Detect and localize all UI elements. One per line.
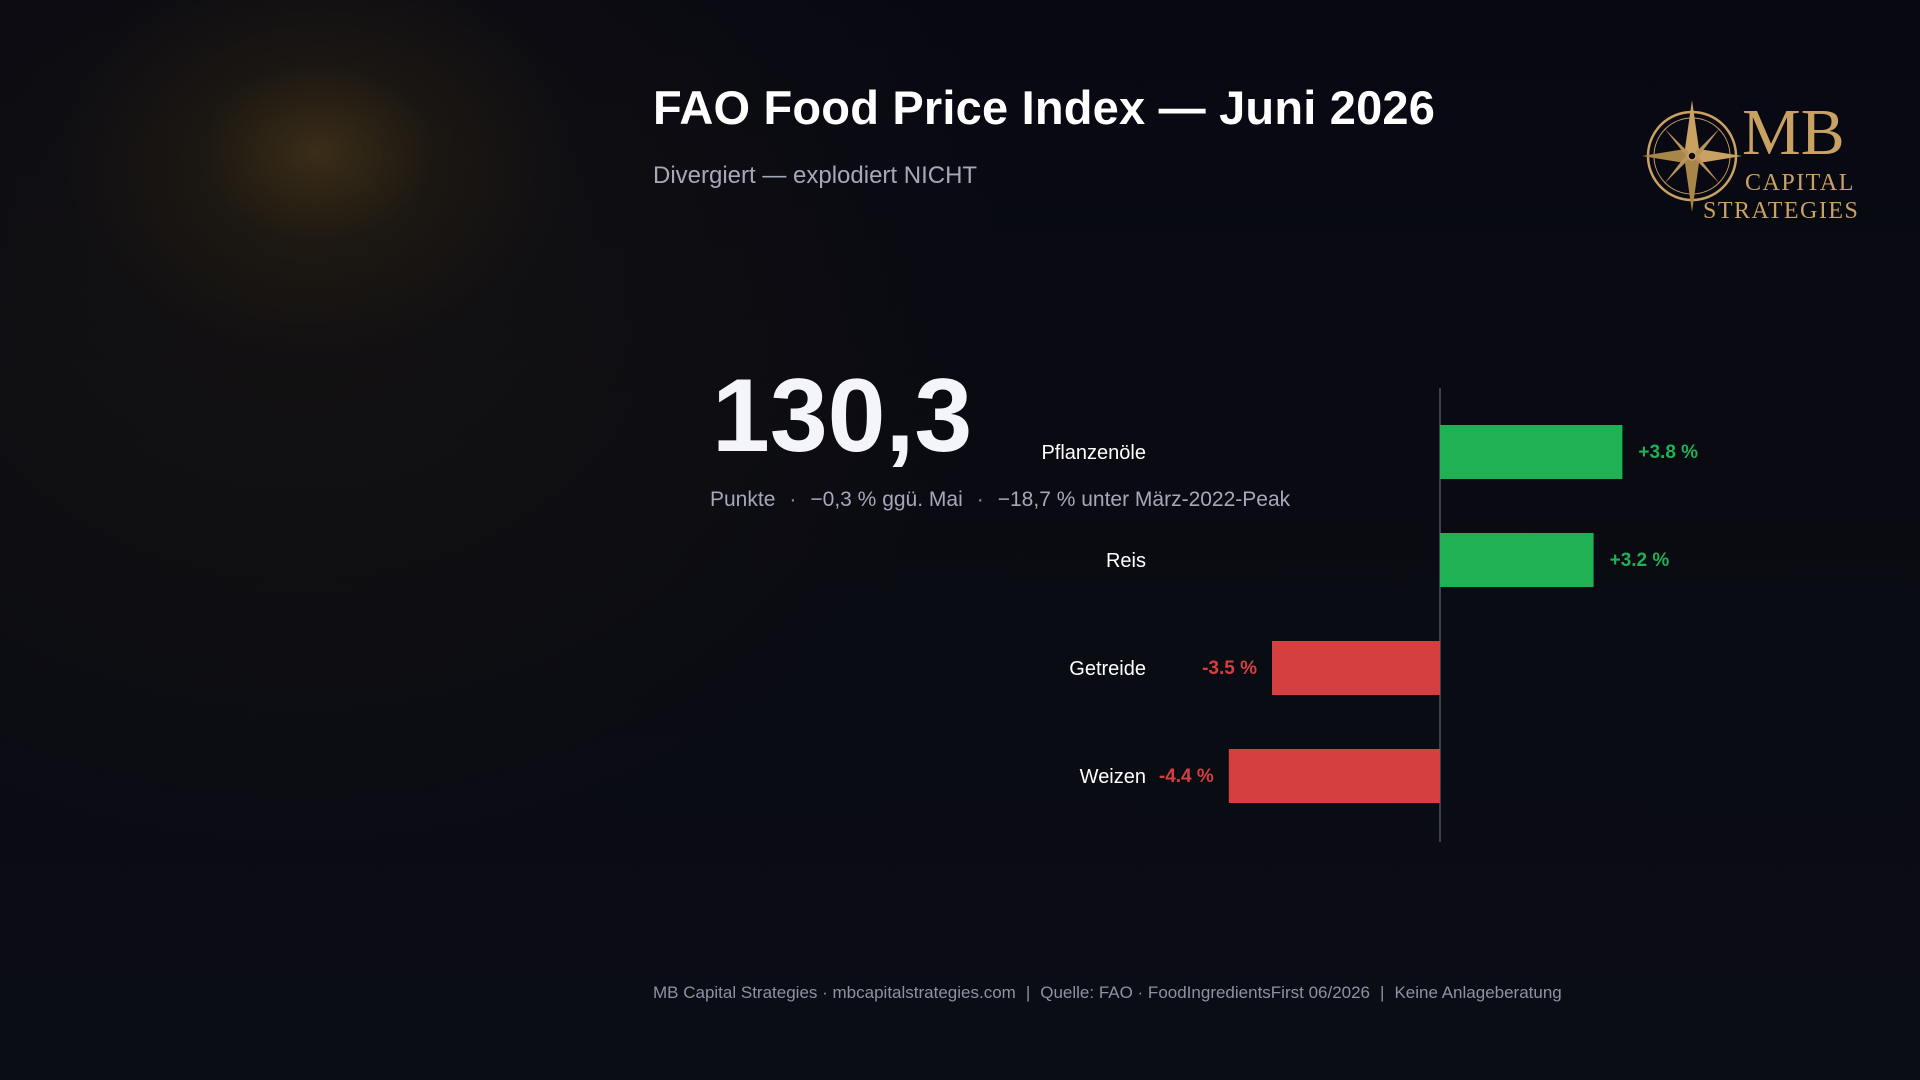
stats-separator: ·: [789, 488, 797, 511]
index-vs-peak: −18,7 % unter März-2022-Peak: [997, 488, 1291, 511]
page-subtitle: Divergiert — explodiert NICHT: [653, 162, 978, 189]
index-value: 130,3: [712, 358, 973, 474]
bar-2: [1272, 641, 1440, 695]
value-label: +3.8 %: [1638, 442, 1698, 463]
category-label: Getreide: [1069, 658, 1146, 680]
category-label: Pflanzenöle: [1041, 442, 1146, 464]
category-change-chart: Pflanzenöle +3.8 % Reis +3.2 % Getreide -3.5 …: [1041, 388, 1698, 842]
logo-capital: CAPITAL: [1745, 170, 1855, 196]
compass-rose-icon: [1642, 100, 1742, 212]
index-change-mom: −0,3 % ggü. Mai: [810, 488, 963, 511]
value-label: -4.4 %: [1159, 766, 1214, 787]
footer-disclaimer: Keine Anlageberatung: [1394, 983, 1562, 1002]
value-label: +3.2 %: [1610, 550, 1670, 571]
index-stats: Punkte · −0,3 % ggü. Mai · −18,7 % unter Mär…: [710, 488, 1290, 512]
index-unit: Punkte: [710, 488, 776, 511]
footer-source: Quelle: FAO · FoodIngredientsFirst 06/20…: [1040, 983, 1371, 1002]
page-title: FAO Food Price Index — Juni 2026: [653, 81, 1436, 134]
footer: MB Capital Strategies · mbcapitalstrateg…: [653, 983, 1562, 1003]
value-label: -3.5 %: [1202, 658, 1257, 679]
category-label: Weizen: [1080, 766, 1146, 788]
logo-mb: MB: [1742, 96, 1845, 169]
footer-separator: |: [1380, 983, 1385, 1002]
footer-brand: MB Capital Strategies · mbcapitalstrateg…: [653, 983, 1016, 1002]
bar-3: [1228, 749, 1440, 803]
logo-strategies: STRATEGIES: [1703, 198, 1860, 224]
bar-1: [1440, 533, 1594, 587]
stats-separator: ·: [976, 488, 984, 511]
bar-0: [1440, 425, 1623, 479]
category-label: Reis: [1106, 550, 1146, 572]
footer-separator: |: [1025, 983, 1031, 1002]
